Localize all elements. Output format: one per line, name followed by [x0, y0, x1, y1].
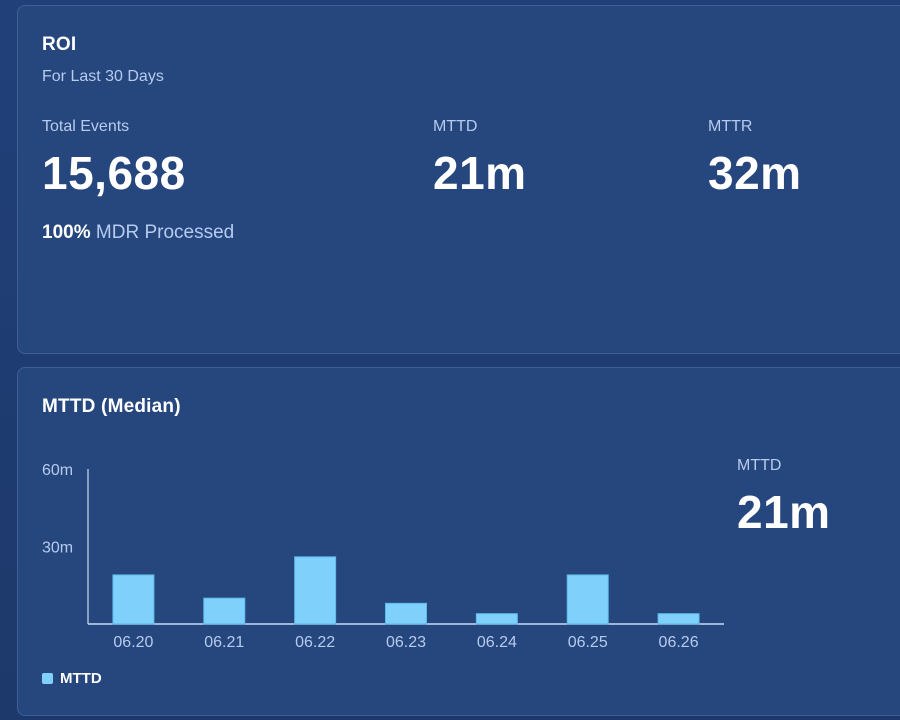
- mdr-processed: 100% MDR Processed: [42, 222, 234, 244]
- legend-swatch-mttd: [42, 673, 53, 684]
- bar-06.20: [112, 574, 155, 625]
- mttd-label: MTTD: [433, 118, 478, 135]
- roi-subtitle: For Last 30 Days: [42, 68, 164, 85]
- bar-06.25: [566, 574, 609, 625]
- x-tick-label-06.26: 06.26: [659, 634, 699, 651]
- bar-06.22: [294, 556, 337, 625]
- mttd-chart-card: MTTD (Median) 30m 60m 06.20 06.21 06.22 06.23…: [17, 367, 900, 716]
- x-tick-label-06.23: 06.23: [386, 634, 426, 651]
- total-events-value: 15,688: [42, 147, 186, 199]
- bar-06.26: [657, 613, 700, 625]
- chart-legend: MTTD: [42, 670, 102, 687]
- mttd-side-label: MTTD: [737, 457, 782, 474]
- bar-06.24: [475, 613, 518, 625]
- x-tick-label-06.22: 06.22: [295, 634, 335, 651]
- mttd-chart-title: MTTD (Median): [42, 396, 181, 417]
- mttd-bar-chart: 30m 60m 06.20 06.21 06.22 06.23 06.24 06.25 06.2…: [42, 462, 724, 651]
- mttr-value: 32m: [708, 147, 802, 199]
- y-tick-label-30m: 30m: [42, 540, 73, 557]
- x-tick-label-06.20: 06.20: [113, 634, 153, 651]
- bar-06.21: [203, 597, 246, 625]
- mttd-side-value: 21m: [737, 486, 831, 538]
- x-tick-label-06.21: 06.21: [204, 634, 244, 651]
- roi-card: ROI For Last 30 Days Total Events 15,688…: [17, 5, 900, 354]
- x-tick-label-06.25: 06.25: [568, 634, 608, 651]
- total-events-label: Total Events: [42, 118, 130, 135]
- processed-text: MDR Processed: [95, 222, 235, 243]
- processed-percent: 100%: [42, 222, 91, 243]
- mttd-value: 21m: [433, 147, 527, 199]
- x-tick-label-06.24: 06.24: [477, 634, 517, 651]
- legend-label-mttd: MTTD: [60, 670, 102, 687]
- roi-title: ROI: [42, 34, 77, 55]
- bar-06.23: [385, 602, 427, 625]
- y-tick-label-60m: 60m: [42, 462, 73, 479]
- mttr-label: MTTR: [708, 118, 753, 135]
